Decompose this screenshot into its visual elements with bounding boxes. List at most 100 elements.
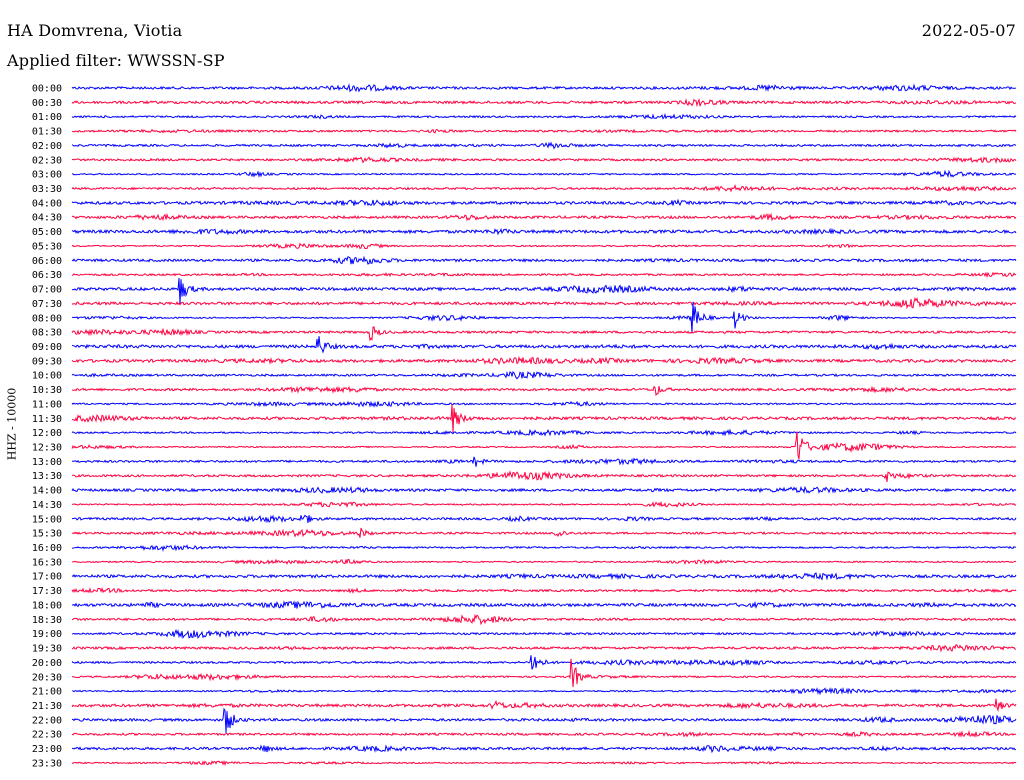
seismic-trace (71, 336, 1017, 354)
seismic-trace (71, 500, 1017, 508)
time-label: 13:00 (32, 457, 62, 468)
time-label: 01:30 (32, 127, 62, 138)
time-label: 09:00 (32, 342, 62, 353)
seismic-trace (71, 431, 1017, 460)
seismic-trace (72, 169, 1017, 179)
seismic-trace (71, 212, 1017, 222)
seismic-trace (71, 485, 1017, 494)
time-label: 01:00 (32, 112, 62, 123)
seismic-trace (71, 227, 1017, 236)
time-label: 09:30 (32, 356, 62, 367)
time-label: 06:00 (32, 256, 62, 267)
seismic-trace (71, 729, 1017, 738)
time-label: 23:00 (32, 744, 62, 755)
time-label: 23:30 (32, 758, 62, 769)
seismic-trace (71, 141, 1017, 150)
time-label: 12:30 (32, 443, 62, 454)
time-label: 13:30 (32, 471, 62, 482)
seismic-trace (71, 470, 1017, 483)
seismic-trace (71, 355, 1017, 366)
time-label: 10:00 (32, 371, 62, 382)
time-label: 16:00 (32, 543, 62, 554)
seismic-trace (71, 400, 1017, 408)
time-label: 08:00 (32, 313, 62, 324)
seismic-trace (71, 255, 1017, 265)
time-label: 14:00 (32, 486, 62, 497)
seismic-trace (71, 759, 1017, 767)
seismic-trace (71, 707, 1017, 733)
time-label: 03:30 (32, 184, 62, 195)
seismic-trace (71, 658, 1017, 688)
seismic-trace (71, 184, 1017, 193)
time-label: 02:00 (32, 141, 62, 152)
seismic-trace (72, 600, 1017, 609)
seismic-trace (71, 527, 1017, 538)
seismic-trace (71, 644, 1017, 653)
seismic-trace (71, 698, 1017, 712)
time-label: 10:30 (32, 385, 62, 396)
seismic-trace (71, 128, 1017, 134)
seismic-trace (71, 271, 1017, 279)
time-label: 20:30 (32, 672, 62, 683)
seismic-trace (71, 456, 1017, 467)
record-date: 2022-05-07 (921, 21, 1016, 40)
time-label: 17:00 (32, 572, 62, 583)
seismic-trace (71, 278, 1017, 305)
time-label: 18:30 (32, 615, 62, 626)
time-label: 04:30 (32, 213, 62, 224)
time-label: 15:00 (32, 514, 62, 525)
seismic-trace (71, 97, 1017, 108)
seismic-trace (71, 371, 1017, 380)
time-label: 21:00 (32, 687, 62, 698)
seismic-trace (71, 558, 1017, 566)
seismic-trace (71, 83, 1017, 93)
seismic-trace (71, 744, 1017, 754)
seismic-trace (71, 572, 1017, 581)
seismic-trace (71, 242, 1017, 250)
station-title: HA Domvrena, Viotia (7, 21, 183, 40)
seismic-trace (71, 301, 1017, 334)
seismic-trace (71, 428, 1017, 437)
seismic-trace (71, 385, 1017, 397)
time-label: 08:30 (32, 328, 62, 339)
time-label: 06:30 (32, 270, 62, 281)
seismic-trace (71, 113, 1017, 120)
time-label: 22:00 (32, 715, 62, 726)
seismic-trace (71, 514, 1017, 524)
time-label: 05:00 (32, 227, 62, 238)
time-label: 17:30 (32, 586, 62, 597)
seismic-trace (71, 655, 1017, 670)
time-label: 19:30 (32, 644, 62, 655)
filter-subtitle: Applied filter: WWSSN-SP (7, 51, 225, 70)
seismic-trace (71, 613, 1017, 626)
seismic-trace (71, 586, 1017, 594)
seismic-trace (71, 297, 1017, 310)
time-label: 00:30 (32, 98, 62, 109)
time-label: 14:30 (32, 500, 62, 511)
time-label: 15:30 (32, 529, 62, 540)
time-label: 16:30 (32, 557, 62, 568)
time-label: 03:00 (32, 170, 62, 181)
time-label: 19:00 (32, 629, 62, 640)
time-label: 02:30 (32, 155, 62, 166)
seismic-trace (71, 156, 1017, 164)
seismic-trace (71, 628, 1017, 640)
seismic-trace (71, 686, 1017, 696)
seismic-trace (71, 404, 1017, 433)
time-label: 04:00 (32, 198, 62, 209)
time-label: 00:00 (32, 84, 62, 95)
time-label: 11:30 (32, 414, 62, 425)
seismic-trace (71, 326, 1017, 342)
time-label: 07:30 (32, 299, 62, 310)
time-label: 22:30 (32, 730, 62, 741)
time-label: 20:00 (32, 658, 62, 669)
time-label: 18:00 (32, 600, 62, 611)
time-label: 05:30 (32, 241, 62, 252)
time-label: 12:00 (32, 428, 62, 439)
seismic-trace (71, 544, 1017, 552)
time-label: 07:00 (32, 285, 62, 296)
time-label: 11:00 (32, 399, 62, 410)
seismic-trace (71, 198, 1017, 207)
time-label: 21:30 (32, 701, 62, 712)
